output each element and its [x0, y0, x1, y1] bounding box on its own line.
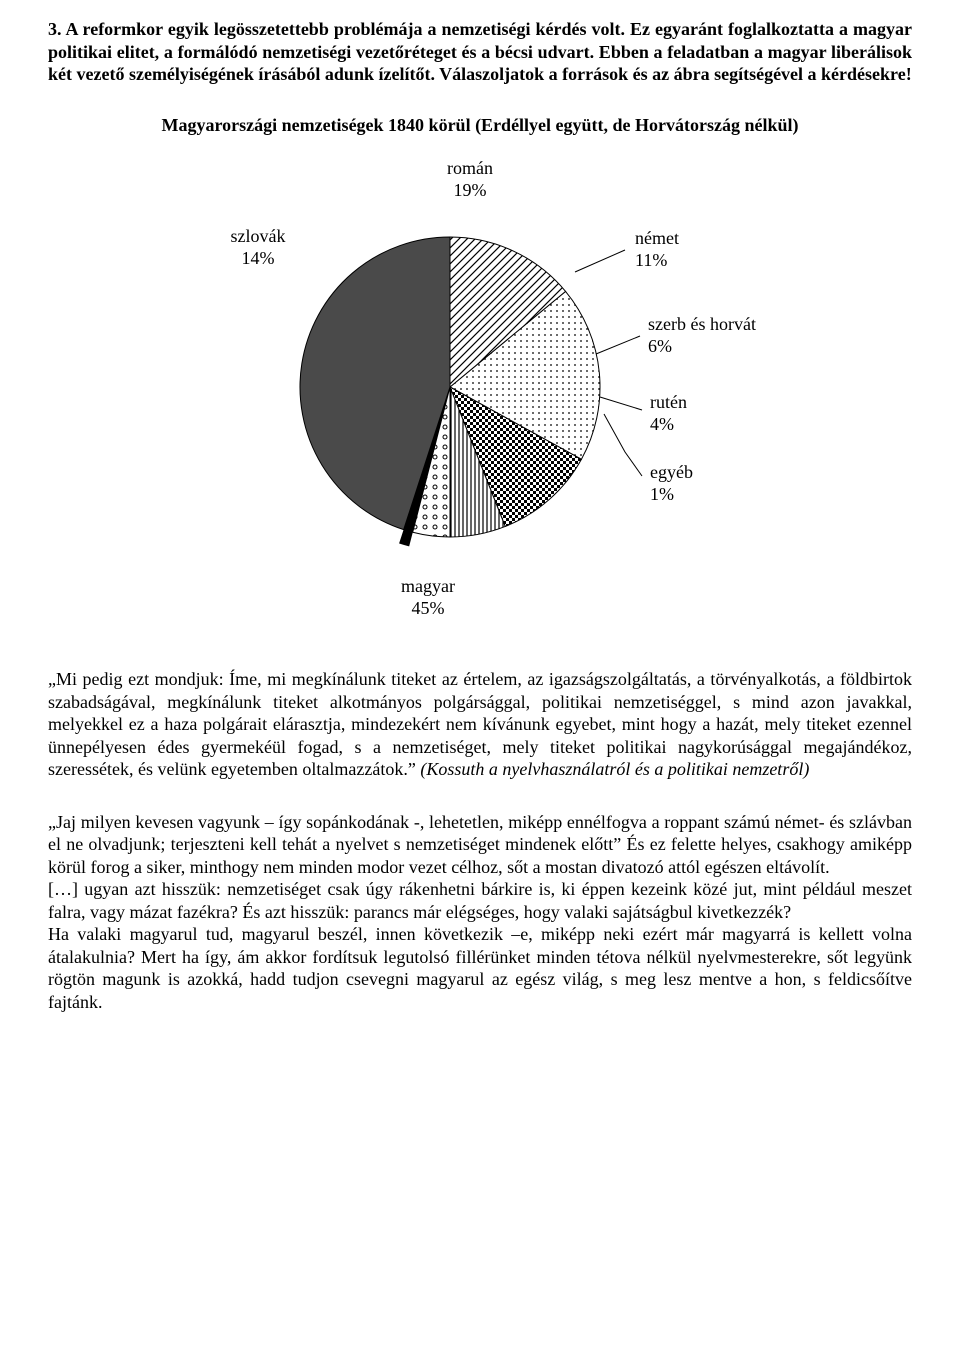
quote-2: „Jaj milyen kevesen vagyunk – így sopánk… [48, 811, 912, 1014]
leader-line [596, 336, 640, 354]
intro-paragraph: 3. A reformkor egyik legösszetettebb pro… [48, 18, 912, 86]
leader-line [575, 250, 625, 272]
quote-2-para-2: […] ugyan azt hisszük: nemzetiséget csak… [48, 878, 912, 923]
slice-percent: 1% [650, 484, 674, 504]
slice-label: szlovák [231, 226, 286, 246]
slice-label: magyar [401, 576, 455, 596]
pie-chart: román19% német11% szerb és horvát6% rutén4%… [170, 152, 790, 632]
slice-percent: 11% [635, 250, 667, 270]
slice-label: egyéb [650, 462, 693, 482]
slice-percent: 4% [650, 414, 674, 434]
slice-percent: 19% [454, 180, 487, 200]
document-page: 3. A reformkor egyik legösszetettebb pro… [0, 0, 960, 1360]
slice-label: rutén [650, 392, 687, 412]
slice-label: román [447, 158, 493, 178]
slice-percent: 6% [648, 336, 672, 356]
chart-title: Magyarországi nemzetiségek 1840 körül (E… [48, 114, 912, 137]
slice-label: német [635, 228, 679, 248]
slice-percent: 14% [242, 248, 275, 268]
leader-line [604, 414, 642, 476]
quote-1: „Mi pedig ezt mondjuk: Íme, mi megkínálu… [48, 668, 912, 781]
quote-2-para-1: „Jaj milyen kevesen vagyunk – így sopánk… [48, 811, 912, 879]
pie-chart-container: román19% német11% szerb és horvát6% rutén4%… [48, 152, 912, 632]
quote-1-source: (Kossuth a nyelvhasználatról és a politi… [420, 759, 809, 779]
leader-line [600, 397, 642, 410]
slice-label: szerb és horvát [648, 314, 756, 334]
slice-percent: 45% [412, 598, 445, 618]
quote-2-para-3: Ha valaki magyarul tud, magyarul beszél,… [48, 923, 912, 1013]
